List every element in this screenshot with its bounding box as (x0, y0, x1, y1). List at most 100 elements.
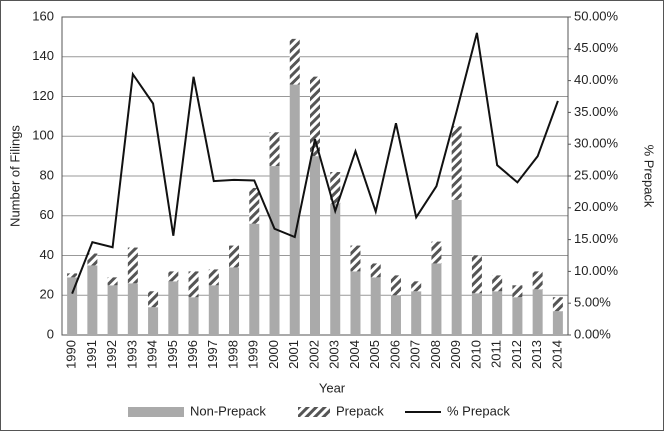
bar-segment (127, 247, 138, 284)
bar-segment (471, 255, 482, 294)
bar-segment (310, 156, 320, 335)
x-tick-label: 2010 (468, 340, 483, 369)
bar-segment (411, 281, 422, 292)
bar-segment (492, 275, 503, 292)
x-tick-label: 1997 (205, 340, 220, 369)
y2-tick-label: 35.00% (574, 104, 619, 119)
bar-segment (107, 285, 118, 335)
y2-tick-label: 50.00% (574, 8, 619, 23)
y-tick-label: 120 (32, 88, 54, 103)
legend-label: Prepack (336, 403, 384, 418)
bar-segment (330, 203, 341, 335)
legend-swatch (298, 407, 330, 417)
y2-tick-label: 15.00% (574, 231, 619, 246)
bar-segment (431, 263, 442, 335)
bar-segment (229, 267, 240, 335)
bar-segment (532, 289, 543, 335)
y-tick-label: 20 (40, 287, 54, 302)
bar-segment (350, 245, 361, 272)
line-series (71, 32, 559, 295)
bar-segment (390, 295, 401, 335)
legend-label: % Prepack (447, 403, 510, 418)
x-tick-label: 2011 (489, 340, 504, 368)
bar-segment (67, 273, 78, 278)
x-tick-label: 1992 (104, 340, 119, 369)
x-tick-label: 2007 (408, 340, 423, 369)
bar-segment (512, 297, 523, 335)
x-tick-label: 1999 (246, 340, 261, 369)
bar-segment (532, 271, 543, 290)
y2-tick-label: 30.00% (574, 136, 619, 151)
bar-segment (512, 285, 523, 298)
x-tick-label: 1994 (145, 340, 160, 369)
x-tick-label: 2005 (367, 340, 382, 369)
bar-segment (289, 38, 300, 85)
x-tick-label: 2014 (549, 340, 564, 369)
y2-tick-label: 10.00% (574, 263, 619, 278)
bar-segment (87, 265, 98, 335)
bar-segment (148, 291, 159, 308)
x-tick-label: 2004 (347, 340, 362, 369)
bar-segment (229, 245, 240, 268)
bar-segment (289, 84, 300, 335)
bar-segment (148, 307, 159, 335)
x-tick-label: 2003 (327, 340, 342, 369)
bar-segment (370, 263, 381, 278)
bar-segment (67, 277, 78, 335)
x-tick-label: 1991 (84, 340, 99, 369)
bar-segment (168, 271, 179, 282)
bar-segment (249, 187, 260, 224)
bar-segment (451, 199, 462, 335)
y-tick-label: 60 (40, 207, 54, 222)
bar-segment (269, 166, 280, 335)
bar-segment (492, 291, 503, 335)
x-tick-label: 2006 (387, 340, 402, 369)
bar-segment (390, 275, 401, 296)
bar-segment (330, 172, 341, 204)
y2-axis-title: % Prepack (642, 145, 657, 208)
x-tick-label: 1990 (64, 340, 79, 369)
y2-tick-label: 25.00% (574, 167, 619, 182)
y2-tick-label: 0.00% (574, 326, 611, 341)
x-tick-label: 2001 (286, 340, 301, 369)
bar-segment (168, 281, 179, 335)
bar-segment (431, 241, 442, 264)
y2-tick-label: 40.00% (574, 72, 619, 87)
y-axis-title: Number of Filings (7, 125, 22, 227)
x-tick-label: 2002 (306, 340, 321, 369)
x-tick-label: 1995 (165, 340, 180, 369)
bar-segment (127, 283, 138, 335)
y-tick-label: 0 (47, 326, 54, 341)
legend-swatch (128, 407, 184, 417)
bar-segment (552, 297, 563, 312)
bar-segment (107, 277, 118, 286)
bar-segment (249, 223, 260, 335)
bar-segment (208, 285, 219, 335)
bar-segment (411, 291, 422, 335)
x-tick-label: 2013 (529, 340, 544, 369)
x-axis-title: Year (319, 380, 346, 395)
bar-segment (471, 293, 482, 335)
y-tick-label: 140 (32, 48, 54, 63)
x-tick-label: 1998 (225, 340, 240, 369)
bar-segment (188, 271, 199, 298)
bar-segment (451, 126, 462, 200)
x-tick-label: 2009 (448, 340, 463, 369)
y-tick-label: 160 (32, 8, 54, 23)
legend-label: Non-Prepack (190, 403, 266, 418)
bar-segment (188, 297, 199, 335)
y-tick-label: 80 (40, 167, 54, 182)
bar-segment (552, 311, 563, 335)
bar-segment (310, 76, 320, 157)
x-tick-label: 1996 (185, 340, 200, 369)
bar-segment (350, 271, 361, 335)
y-tick-label: 100 (32, 128, 54, 143)
x-tick-label: 2000 (266, 340, 281, 369)
y2-tick-label: 5.00% (574, 295, 611, 310)
y2-tick-label: 45.00% (574, 40, 619, 55)
bar-segment (269, 132, 280, 167)
bar-segment (370, 277, 381, 335)
y-tick-label: 40 (40, 247, 54, 262)
x-tick-label: 2008 (428, 340, 443, 369)
